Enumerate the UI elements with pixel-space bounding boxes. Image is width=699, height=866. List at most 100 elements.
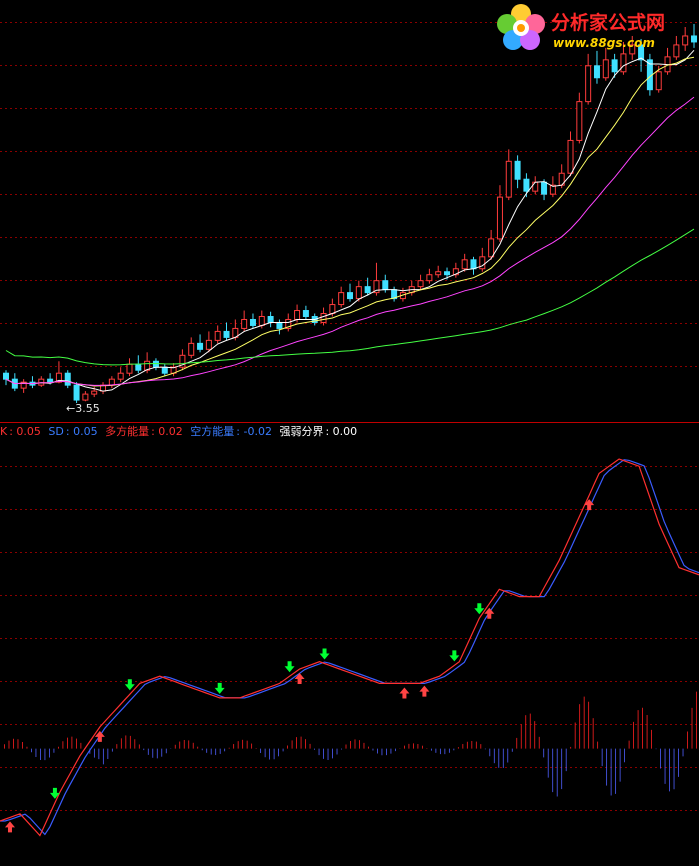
buy-signal-arrow [419, 685, 430, 697]
ma-line-ma60 [5, 228, 695, 366]
buy-signal-arrow [94, 730, 105, 742]
sell-signal-arrow [474, 603, 485, 615]
legend-k: K: 0.05 [0, 425, 41, 438]
candle-body [64, 372, 71, 386]
candle-body [82, 393, 89, 401]
candle-body [452, 268, 459, 276]
candle-body [602, 59, 609, 79]
candle-body [214, 330, 221, 341]
buy-signal-arrow [4, 821, 15, 833]
candle-body [258, 316, 265, 326]
sell-signal-arrow [319, 648, 330, 660]
candle-body [135, 363, 142, 371]
logo-title: 分析家公式网 [551, 12, 666, 34]
candle-body [629, 44, 636, 55]
candle-body [320, 313, 327, 323]
legend-sd: SD: 0.05 [48, 425, 98, 438]
candle-body [197, 342, 204, 350]
candle-body [91, 390, 98, 395]
indicator-legend: K: 0.05 SD: 0.05 多方能量: 0.02 空方能量: -0.02 … [0, 424, 361, 440]
candle-body [382, 280, 389, 291]
candle-body [249, 318, 256, 326]
candle-body [161, 366, 168, 374]
candlestick-series [3, 24, 697, 404]
candle-body [435, 271, 442, 276]
candle-body [3, 372, 9, 380]
candle-body [417, 280, 424, 288]
candle-body [673, 44, 680, 58]
candle-body [285, 318, 292, 329]
sell-signal-arrow [449, 650, 460, 662]
candle-body [620, 53, 627, 73]
ma-line-ma10 [5, 56, 695, 387]
candle-body [505, 160, 512, 198]
legend-strength-boundary: 强弱分界: 0.00 [279, 425, 358, 438]
candle-body [338, 292, 345, 306]
candle-body [585, 65, 592, 103]
candle-body [364, 286, 371, 294]
sell-signal-arrow [284, 661, 295, 673]
candle-body [479, 256, 486, 270]
candle-body [655, 71, 662, 91]
k-line-series [0, 458, 699, 837]
buy-signal-arrow [484, 607, 495, 619]
legend-bear-energy: 空方能量: -0.02 [190, 425, 272, 438]
candle-body [223, 330, 230, 338]
sd-line [0, 459, 699, 836]
signal-arrows [4, 499, 595, 833]
candle-body [523, 178, 530, 192]
candle-body [302, 310, 309, 317]
moving-average-lines [5, 49, 695, 392]
candle-body [38, 378, 45, 386]
lowest-price-label: ←3.55 [66, 402, 100, 415]
candle-body [514, 160, 521, 180]
buy-signal-arrow [584, 499, 595, 511]
candle-body [126, 363, 133, 374]
sell-signal-arrow [214, 682, 225, 694]
candle-body [470, 259, 477, 270]
candle-body [567, 139, 574, 174]
candle-body [188, 342, 195, 356]
candle-body [152, 360, 159, 368]
candle-body [682, 35, 689, 46]
candle-body [488, 238, 495, 258]
ma-line-ma20 [5, 96, 695, 386]
candle-body [73, 384, 80, 401]
sell-signal-arrow [49, 787, 60, 799]
buy-signal-arrow [294, 672, 305, 684]
candle-body [576, 101, 583, 141]
candle-body [294, 310, 301, 320]
site-logo: 分析家公式网 www.88gs.com [493, 2, 693, 54]
candle-body [444, 271, 451, 276]
candle-body [276, 321, 283, 329]
candle-body [47, 378, 54, 383]
candle-body [241, 318, 248, 329]
candle-body [532, 181, 539, 192]
candle-body [267, 316, 274, 323]
energy-bars [4, 691, 697, 797]
candle-body [549, 184, 556, 195]
candle-body [611, 59, 618, 73]
candle-body [355, 286, 362, 300]
legend-bull-energy: 多方能量: 0.02 [105, 425, 183, 438]
logo-url: www.88gs.com [553, 36, 655, 50]
candle-body [541, 181, 548, 195]
sell-signal-arrow [124, 679, 135, 691]
candle-body [20, 381, 27, 389]
candle-body [205, 339, 212, 350]
grid-lines [0, 22, 699, 811]
candle-body [329, 304, 336, 315]
candle-body [144, 360, 151, 371]
k-line [0, 458, 699, 837]
candle-body [461, 259, 468, 270]
candle-body [55, 372, 62, 383]
candle-body [691, 35, 697, 43]
candle-body [373, 280, 380, 294]
buy-signal-arrow [399, 687, 410, 699]
candle-body [593, 65, 600, 79]
candle-body [426, 274, 433, 282]
candle-body [347, 292, 353, 300]
candle-body [179, 354, 186, 368]
flower-logo-icon [497, 4, 545, 50]
